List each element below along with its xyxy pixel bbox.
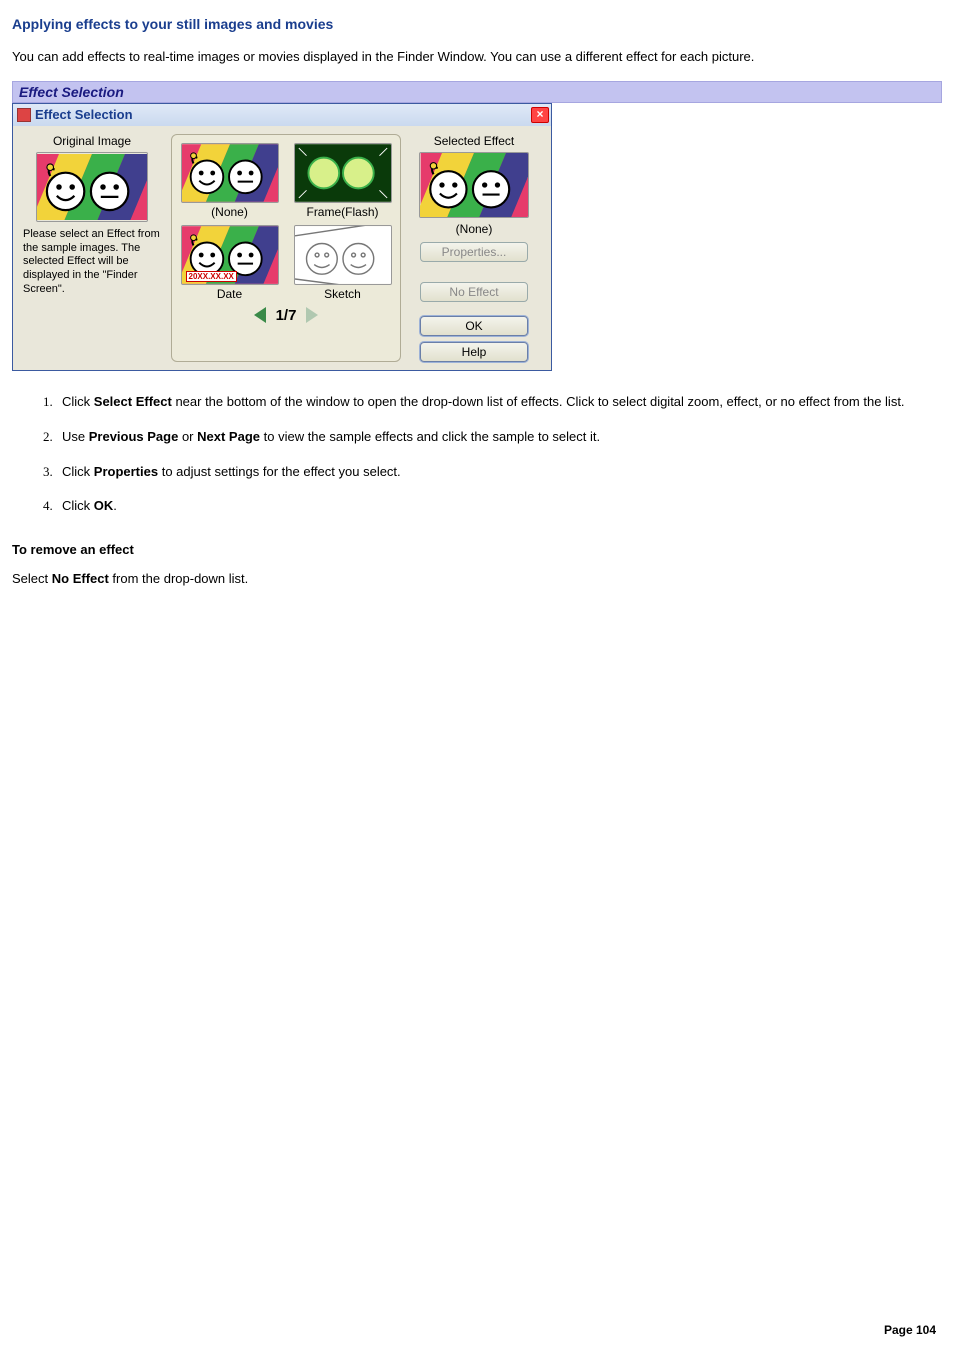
no-effect-button[interactable]: No Effect (420, 282, 528, 302)
effect-label: (None) (178, 205, 281, 219)
page-number: Page 104 (884, 1323, 936, 1337)
steps-list: Click Select Effect near the bottom of t… (56, 393, 942, 516)
selected-none-label: (None) (409, 222, 539, 236)
selected-thumbnail (419, 152, 529, 218)
effect-selection-dialog: Effect Selection × Original Image Please… (12, 103, 552, 371)
step-2: Use Previous Page or Next Page to view t… (56, 428, 942, 447)
original-image-panel: Original Image Please select an Effect f… (21, 134, 163, 362)
step-1: Click Select Effect near the bottom of t… (56, 393, 942, 412)
effect-label: Frame(Flash) (291, 205, 394, 219)
effect-cell-frame-flash[interactable]: Frame(Flash) (291, 143, 394, 219)
effect-label: Date (178, 287, 281, 301)
dialog-titlebar: Effect Selection × (13, 104, 551, 126)
help-button[interactable]: Help (420, 342, 528, 362)
instruction-text: Please select an Effect from the sample … (21, 228, 163, 297)
intro-text: You can add effects to real-time images … (12, 48, 942, 67)
previous-page-icon[interactable] (254, 307, 266, 323)
page-title: Applying effects to your still images an… (12, 16, 942, 32)
effect-cell-date[interactable]: 20XX.XX.XX Date (178, 225, 281, 301)
section-header: Effect Selection (12, 81, 942, 103)
remove-effect-body: Select No Effect from the drop-down list… (12, 571, 942, 586)
app-icon (17, 108, 31, 122)
remove-effect-heading: To remove an effect (12, 542, 942, 557)
ok-button[interactable]: OK (420, 316, 528, 336)
effect-label: Sketch (291, 287, 394, 301)
effect-cell-none[interactable]: (None) (178, 143, 281, 219)
dialog-title: Effect Selection (35, 107, 531, 122)
effects-grid-panel: (None) Frame(Flash) 20XX.XX.XX Date Sket… (171, 134, 401, 362)
close-icon[interactable]: × (531, 107, 549, 123)
step-4: Click OK. (56, 497, 942, 516)
original-caption: Original Image (21, 134, 163, 148)
selected-caption: Selected Effect (409, 134, 539, 148)
properties-button[interactable]: Properties... (420, 242, 528, 262)
next-page-icon[interactable] (306, 307, 318, 323)
selected-effect-panel: Selected Effect (None) Properties... No … (409, 134, 539, 362)
step-3: Click Properties to adjust settings for … (56, 463, 942, 482)
pager: 1/7 (178, 307, 394, 324)
effect-cell-sketch[interactable]: Sketch (291, 225, 394, 301)
original-thumbnail (36, 152, 148, 222)
date-overlay: 20XX.XX.XX (186, 271, 237, 282)
page-indicator: 1/7 (276, 307, 297, 324)
